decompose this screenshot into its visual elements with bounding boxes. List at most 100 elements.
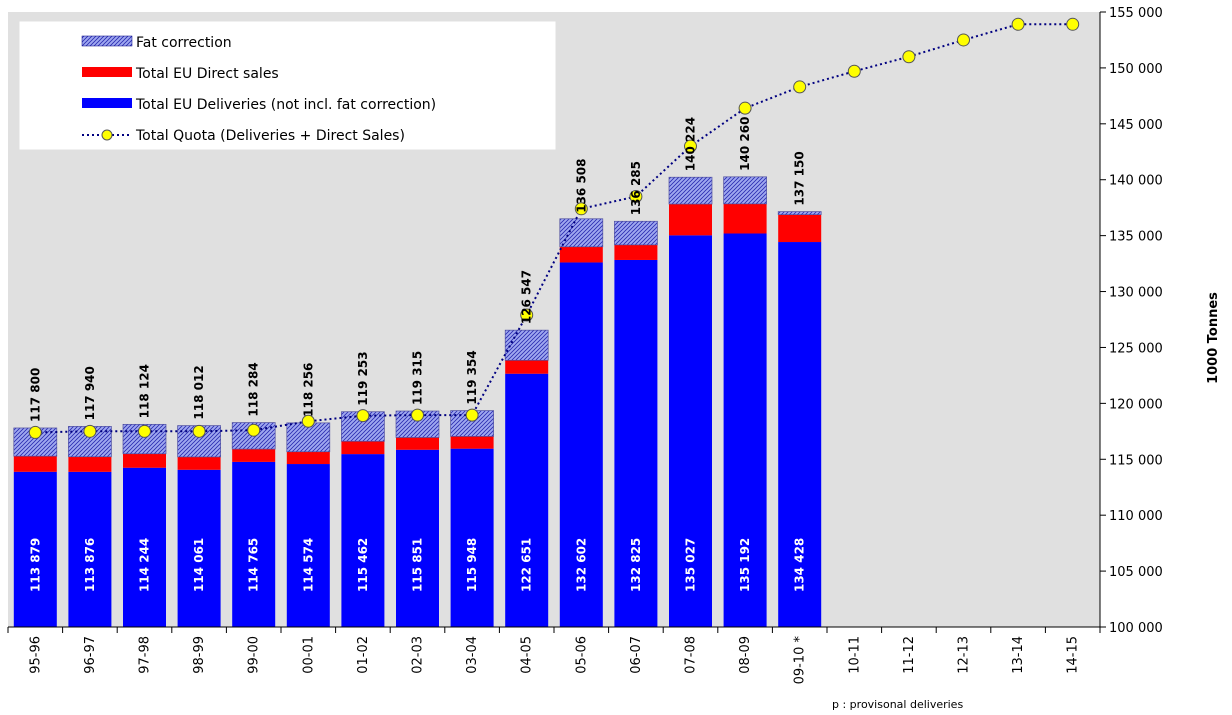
- delivery-label: 114 765: [247, 538, 261, 592]
- quota-marker: [847, 64, 861, 78]
- delivery-label: 135 027: [684, 538, 698, 592]
- legend-swatch-fat: [81, 35, 133, 47]
- bar-fat-correction: [723, 176, 767, 205]
- x-tick-label: 09-10 *: [793, 636, 808, 685]
- delivery-label: 132 825: [629, 538, 643, 592]
- bar-deliveries: [450, 448, 494, 627]
- bar-direct-sales: [669, 204, 712, 236]
- x-tick-label: 11-12: [902, 636, 917, 674]
- delivery-label: 113 879: [28, 538, 42, 592]
- bar-direct-sales: [396, 437, 439, 450]
- x-tick-label: 14-15: [1066, 636, 1081, 674]
- y-tick-label: 125 000: [1109, 341, 1163, 356]
- bar-deliveries: [13, 471, 57, 627]
- x-tick-label: 96-97: [83, 636, 98, 674]
- total-label: 140 260: [738, 117, 752, 171]
- y-tick-label: 105 000: [1109, 565, 1163, 580]
- labels-layer: 117 800 113 879 117 940 113 876 118 124 114 2…: [28, 117, 806, 592]
- total-label: 118 256: [301, 363, 315, 417]
- bar-deliveries: [341, 454, 385, 627]
- legend-label-deliveries: Total EU Deliveries (not incl. fat corre…: [135, 97, 436, 113]
- legend-label-direct: Total EU Direct sales: [135, 66, 279, 82]
- quota-marker: [411, 408, 424, 422]
- x-tick-label: 97-98: [138, 636, 153, 674]
- quota-marker: [356, 409, 370, 423]
- bar-deliveries: [505, 373, 549, 627]
- delivery-label: 114 244: [138, 538, 152, 592]
- quota-marker: [1066, 17, 1080, 31]
- bar-direct-sales: [286, 451, 330, 465]
- quota-marker: [28, 425, 42, 439]
- bars-layer: [13, 176, 822, 628]
- total-label: 136 285: [629, 161, 643, 215]
- y-tick-label: 100 000: [1109, 621, 1163, 636]
- quota-marker: [520, 308, 534, 322]
- legend-swatch-quota-marker: [101, 129, 113, 141]
- y-tick-label: 135 000: [1109, 230, 1163, 245]
- bar-fat-correction: [504, 329, 549, 361]
- bar-fat-correction: [777, 211, 822, 215]
- quota-marker: [138, 424, 151, 438]
- quota-marker: [738, 101, 752, 115]
- quota-marker: [301, 414, 315, 428]
- quota-marker: [574, 202, 588, 216]
- y-tick-label: 130 000: [1109, 286, 1163, 301]
- delivery-label: 134 428: [793, 538, 807, 592]
- bar-deliveries: [559, 262, 603, 627]
- footnote: p : provisonal deliveries: [832, 698, 963, 711]
- legend-swatch-direct: [82, 67, 132, 77]
- total-label: 118 124: [138, 364, 152, 418]
- x-tick-label: 12-13: [957, 636, 972, 674]
- x-tick-label: 00-01: [301, 636, 316, 674]
- total-label: 119 253: [356, 351, 370, 405]
- x-tick-label: 04-05: [520, 636, 535, 674]
- x-tick-label: 03-04: [465, 636, 480, 674]
- bar-fat-correction: [614, 220, 658, 246]
- bar-fat-correction: [668, 176, 713, 205]
- quota-line-layer: [28, 17, 1080, 439]
- legend-label-quota: Total Quota (Deliveries + Direct Sales): [135, 128, 405, 144]
- total-label: 137 150: [793, 151, 807, 205]
- quota-line: [35, 23, 1073, 434]
- bar-direct-sales: [177, 456, 221, 470]
- total-label: 136 508: [574, 158, 588, 212]
- delivery-label: 115 948: [465, 538, 479, 592]
- bar-direct-sales: [505, 360, 549, 374]
- y-tick-label: 140 000: [1109, 174, 1163, 189]
- bar-direct-sales: [450, 436, 494, 449]
- x-tick-label: 01-02: [356, 636, 371, 674]
- delivery-label: 114 061: [192, 538, 206, 592]
- quota-marker: [793, 80, 807, 94]
- bar-direct-sales: [68, 456, 112, 472]
- bar-deliveries: [669, 235, 712, 627]
- y-tick-label: 120 000: [1109, 397, 1163, 412]
- x-tick-label: 98-99: [192, 636, 207, 674]
- total-label: 117 940: [83, 366, 97, 420]
- y-axis-label: 1000 Tonnes: [1206, 292, 1221, 384]
- quota-marker: [1011, 17, 1025, 31]
- quota-marker: [192, 424, 206, 438]
- bar-direct-sales: [13, 456, 57, 472]
- total-label: 118 284: [247, 362, 261, 416]
- x-tick-label: 06-07: [629, 636, 644, 674]
- quota-marker: [684, 139, 697, 153]
- delivery-label: 115 462: [356, 538, 370, 592]
- y-tick-label: 150 000: [1109, 62, 1163, 77]
- x-tick-label: 13-14: [1011, 636, 1026, 674]
- y-tick-label: 145 000: [1109, 118, 1163, 133]
- axes-layer: 95-96 96-97 97-98 98-99 99-00 00-01 01-02 02-03…: [7, 6, 1163, 685]
- legend-swatch-deliveries: [82, 98, 132, 108]
- bar-deliveries: [614, 259, 658, 627]
- bar-direct-sales: [232, 449, 276, 462]
- x-tick-label: 08-09: [738, 636, 753, 674]
- legend-label-fat: Fat correction: [136, 35, 232, 51]
- y-tick-label: 110 000: [1109, 509, 1163, 524]
- quota-marker: [465, 408, 479, 422]
- bar-direct-sales: [341, 441, 385, 455]
- x-tick-label: 02-03: [411, 636, 426, 674]
- total-label: 140 224: [684, 117, 698, 171]
- quota-marker: [83, 424, 97, 438]
- delivery-label: 115 851: [411, 538, 425, 592]
- delivery-label: 132 602: [574, 538, 588, 592]
